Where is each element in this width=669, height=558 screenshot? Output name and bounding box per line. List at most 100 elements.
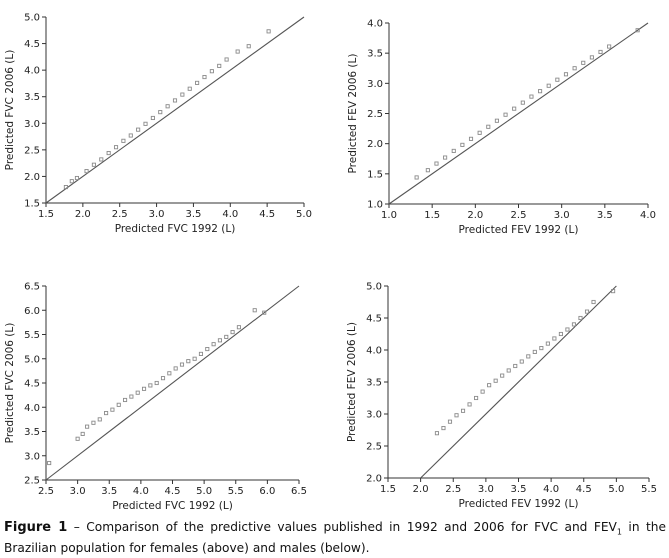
data-point — [209, 69, 214, 74]
data-point — [494, 118, 499, 123]
y-tick-label: 4.0 — [24, 403, 40, 414]
data-point — [150, 115, 155, 121]
data-point — [172, 98, 178, 103]
data-point — [545, 341, 550, 346]
y-tick-label: 5.5 — [24, 330, 40, 341]
data-point — [128, 133, 133, 138]
data-point — [486, 124, 491, 129]
identity-line — [420, 285, 617, 479]
y-tick-label: 5.0 — [24, 13, 40, 24]
data-point — [467, 402, 472, 407]
y-tick-label: 3.0 — [366, 410, 382, 421]
data-point — [198, 351, 204, 356]
data-point — [113, 145, 119, 150]
figure-caption: Figure 1 – Comparison of the predictive … — [4, 519, 666, 557]
data-point — [236, 325, 241, 330]
y-axis-label: Predicted FEV 2006 (L) — [346, 322, 358, 442]
data-point — [80, 431, 85, 436]
y-tick-label: 2.5 — [367, 109, 383, 120]
y-tick-label: 1.5 — [24, 199, 40, 210]
x-tick-label: 3.5 — [185, 209, 201, 220]
y-tick-label: 4.0 — [367, 19, 383, 30]
data-point — [434, 161, 439, 166]
x-tick-label: 1.0 — [381, 210, 397, 221]
data-point — [211, 342, 216, 347]
data-point — [477, 130, 482, 135]
data-point — [179, 362, 185, 367]
data-point — [563, 72, 569, 77]
data-point — [572, 66, 577, 71]
data-point — [266, 29, 271, 34]
x-tick-label: 1.5 — [380, 484, 396, 495]
data-point — [571, 322, 577, 327]
data-point — [598, 49, 603, 55]
data-point — [425, 168, 430, 173]
data-point — [224, 334, 229, 339]
y-tick-label: 3.5 — [24, 92, 40, 103]
data-point — [635, 28, 640, 33]
data-point — [205, 347, 210, 352]
data-point — [474, 395, 479, 401]
data-point — [91, 162, 96, 167]
x-tick-label: 3.5 — [511, 484, 527, 495]
x-tick-label: 4.5 — [576, 484, 592, 495]
data-point — [47, 460, 52, 466]
x-tick-label: 3.0 — [70, 486, 86, 497]
data-point — [529, 94, 534, 99]
data-point — [135, 390, 140, 395]
y-tick-label: 5.0 — [24, 354, 40, 365]
data-point — [555, 77, 560, 82]
data-point — [591, 299, 596, 305]
data-point — [224, 57, 229, 62]
identity-line — [45, 16, 305, 204]
x-tick-label: 2.5 — [511, 210, 527, 221]
data-point — [186, 359, 191, 364]
caption-text: Comparison of the predictive values publ… — [86, 520, 617, 534]
y-tick-label: 1.0 — [367, 200, 383, 211]
x-tick-label: 2.0 — [75, 209, 91, 220]
data-point — [143, 121, 148, 126]
x-tick-label: 4.0 — [222, 209, 238, 220]
caption-dash: – — [67, 520, 87, 534]
caption-subscript: 1 — [616, 527, 622, 537]
data-point — [538, 89, 543, 94]
data-point — [552, 336, 557, 341]
chart-panel-1: 1.5 2.0 2.5 3.0 3.5 4.0 4.5 5.0 1.5 2.0 2.5 3.0 3.5 4… — [4, 13, 312, 236]
y-tick-label: 3.5 — [24, 427, 40, 438]
data-point — [493, 378, 498, 383]
y-tick-label: 4.0 — [24, 66, 40, 77]
data-point — [69, 179, 74, 184]
data-point — [468, 136, 474, 141]
x-tick-label: 6.0 — [259, 486, 275, 497]
data-point — [158, 110, 163, 115]
identity-line — [45, 285, 300, 481]
data-point — [235, 49, 240, 54]
y-tick-label: 3.0 — [367, 79, 383, 90]
y-tick-label: 4.5 — [24, 39, 40, 50]
data-point — [75, 436, 80, 441]
x-tick-label: 6.5 — [291, 486, 307, 497]
data-point — [480, 389, 485, 394]
y-tick-label: 4.0 — [366, 346, 382, 357]
data-point — [187, 86, 192, 91]
data-point — [136, 127, 141, 132]
data-point — [558, 331, 563, 337]
data-point — [434, 431, 439, 436]
x-axis-label: Predicted FEV 1992 (L) — [459, 498, 579, 510]
chart-panel-4: 1.5 2.0 2.5 3.0 3.5 4.0 4.5 5.0 5.52.02.53.03.54… — [346, 282, 657, 511]
data-point — [539, 346, 544, 351]
figure-panels: 1.5 2.0 2.5 3.0 3.5 4.0 4.5 5.0 1.5 2.0 2.5 3.0 3.5 4… — [4, 13, 657, 513]
data-point — [121, 138, 126, 143]
data-point — [252, 308, 257, 313]
data-point — [160, 376, 166, 381]
x-tick-label: 2.5 — [38, 486, 54, 497]
data-point — [513, 363, 518, 369]
data-point — [451, 148, 456, 153]
y-tick-label: 3.0 — [24, 119, 40, 130]
x-tick-label: 2.0 — [467, 210, 483, 221]
x-tick-label: 4.5 — [259, 209, 275, 220]
data-point — [123, 397, 128, 403]
y-axis-label: Predicted FEV 2006 (L) — [347, 54, 359, 174]
data-point — [414, 175, 419, 180]
data-point — [116, 402, 121, 407]
